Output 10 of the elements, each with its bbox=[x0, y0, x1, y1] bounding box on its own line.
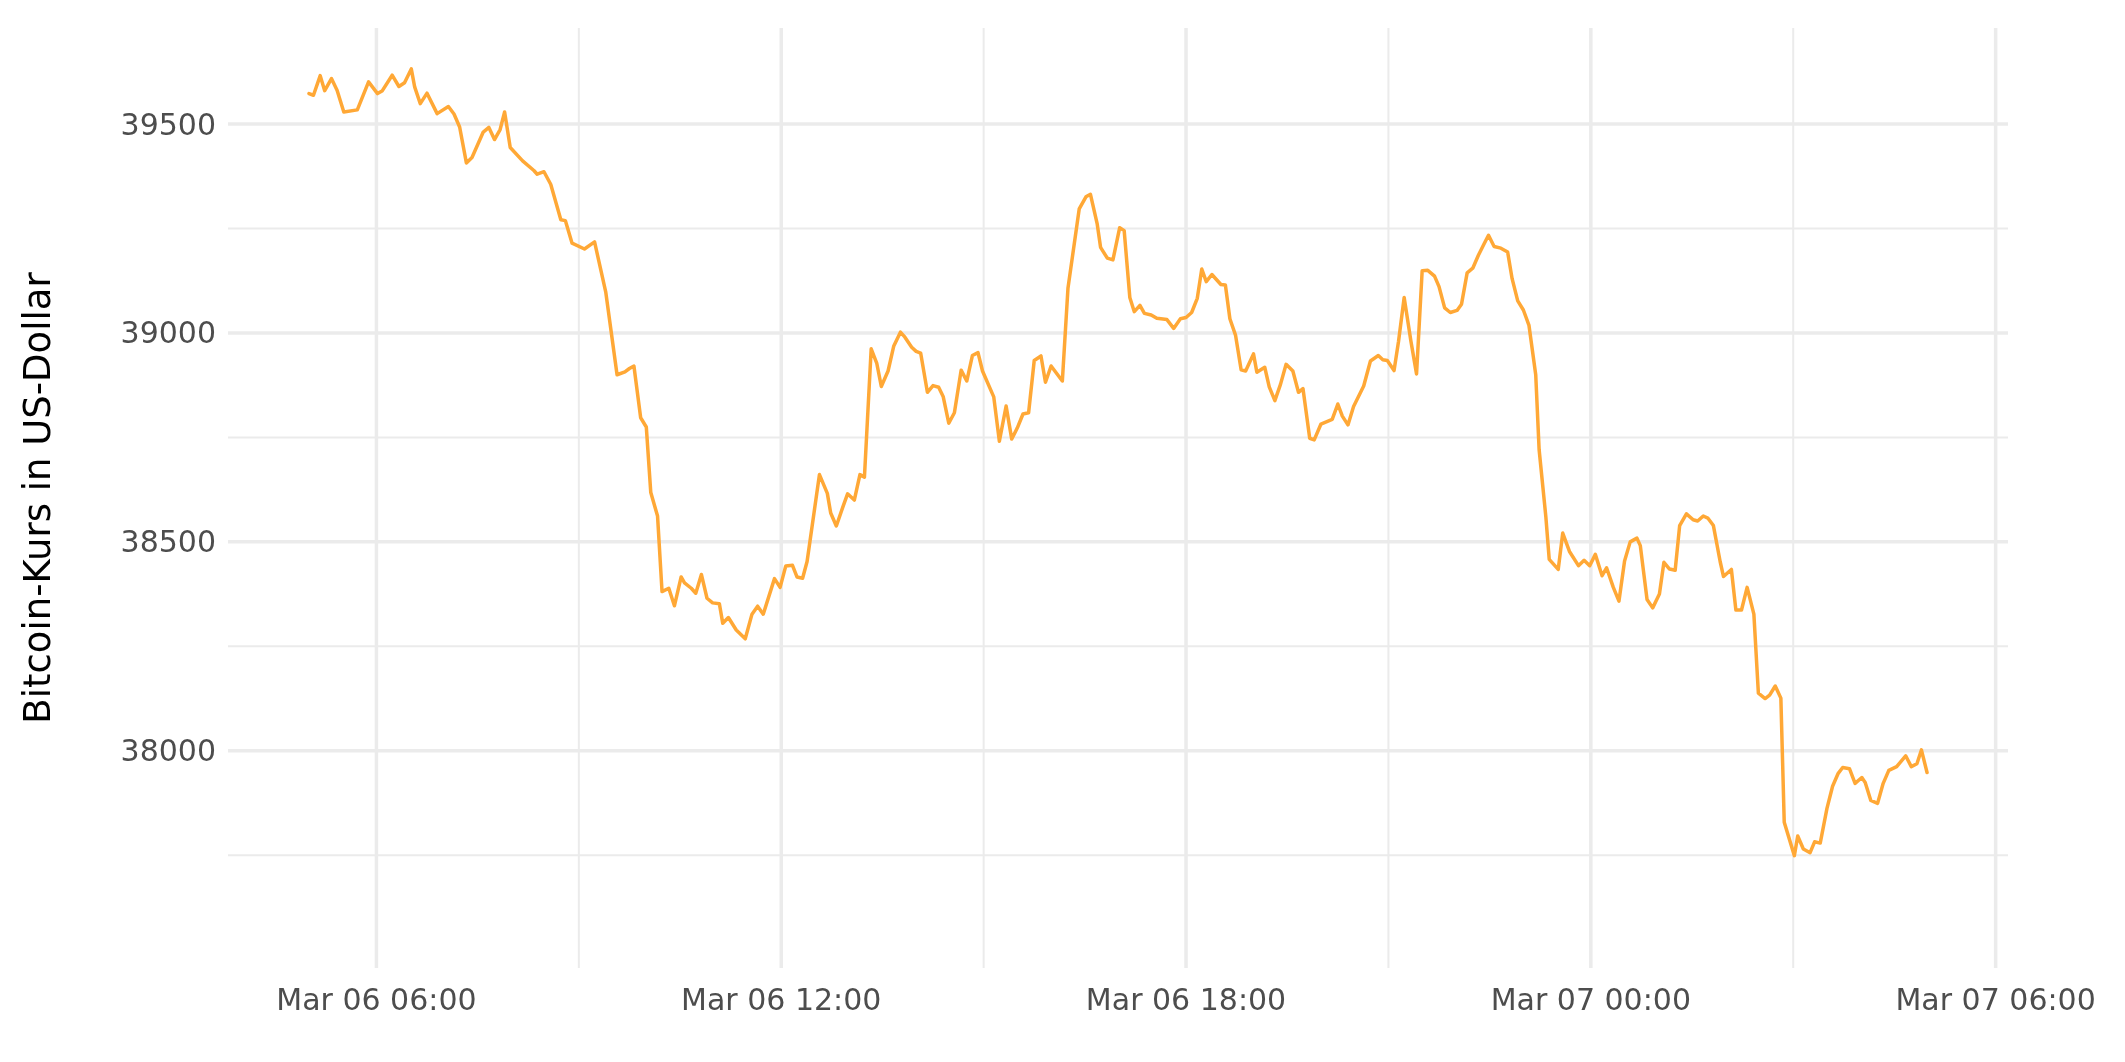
y-tick-label: 39500 bbox=[120, 106, 216, 142]
x-tick-label: Mar 07 06:00 bbox=[1895, 982, 2096, 1017]
y-tick-label: 38500 bbox=[120, 524, 216, 560]
y-tick-label: 39000 bbox=[120, 315, 216, 351]
x-tick-label: Mar 06 12:00 bbox=[681, 982, 882, 1017]
x-tick-label: Mar 06 18:00 bbox=[1085, 982, 1287, 1017]
x-tick-label: Mar 06 06:00 bbox=[276, 982, 477, 1017]
x-tick-label: Mar 07 00:00 bbox=[1490, 982, 1691, 1017]
y-axis-title: Bitcoin-Kurs in US-Dollar bbox=[16, 271, 59, 724]
y-tick-label: 38000 bbox=[120, 733, 216, 769]
